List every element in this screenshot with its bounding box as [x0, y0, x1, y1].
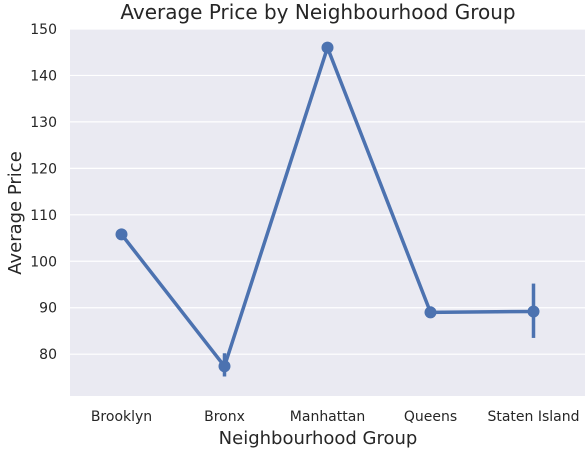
- grid-lines: [70, 28, 585, 355]
- x-tick-label: Bronx: [204, 409, 245, 425]
- x-tick-label: Queens: [404, 409, 457, 425]
- y-tick-label: 110: [30, 208, 57, 224]
- data-point: [424, 306, 437, 319]
- y-axis-label: Average Price: [5, 151, 26, 275]
- data-point: [321, 41, 334, 54]
- x-axis-label: Neighbourhood Group: [219, 428, 418, 449]
- series-average-price: [115, 41, 540, 377]
- data-point: [527, 305, 540, 318]
- data-point: [218, 360, 231, 373]
- plot-area: [70, 29, 585, 396]
- y-tick-label: 140: [30, 68, 57, 84]
- chart-title: Average Price by Neighbourhood Group: [120, 0, 515, 24]
- y-tick-labels: 80 90 100 110 120 130 140 150: [30, 22, 57, 363]
- y-tick-label: 150: [30, 22, 57, 38]
- data-point: [115, 228, 128, 241]
- x-tick-label: Manhattan: [290, 409, 365, 425]
- x-tick-label: Staten Island: [487, 409, 579, 425]
- y-tick-label: 130: [30, 115, 57, 131]
- y-tick-label: 80: [39, 347, 57, 363]
- x-tick-label: Brooklyn: [91, 409, 152, 425]
- y-tick-label: 90: [39, 301, 57, 317]
- x-tick-labels: Brooklyn Bronx Manhattan Queens Staten Islan…: [91, 409, 580, 425]
- y-tick-label: 120: [30, 161, 57, 177]
- y-tick-label: 100: [30, 254, 57, 270]
